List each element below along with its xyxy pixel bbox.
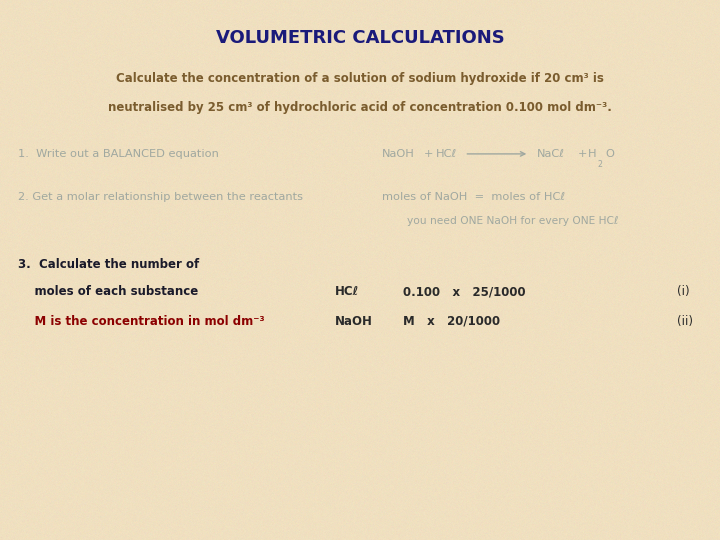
Text: you need ONE NaOH for every ONE HCℓ: you need ONE NaOH for every ONE HCℓ	[407, 217, 618, 226]
Text: (ii): (ii)	[677, 315, 693, 328]
Text: 1.  Write out a BALANCED equation: 1. Write out a BALANCED equation	[18, 149, 219, 159]
Text: NaCℓ: NaCℓ	[536, 149, 564, 159]
Text: NaOH: NaOH	[335, 315, 373, 328]
Text: +: +	[577, 149, 587, 159]
Text: (i): (i)	[677, 285, 690, 298]
Text: HCℓ: HCℓ	[335, 285, 359, 298]
Text: +: +	[423, 149, 433, 159]
Text: M is the concentration in mol dm⁻³: M is the concentration in mol dm⁻³	[18, 315, 265, 328]
Text: 0.100   x   25/1000: 0.100 x 25/1000	[403, 285, 526, 298]
Text: moles of NaOH  =  moles of HCℓ: moles of NaOH = moles of HCℓ	[382, 192, 564, 202]
Text: NaOH: NaOH	[382, 149, 415, 159]
Text: O: O	[606, 149, 614, 159]
Text: Calculate the concentration of a solution of sodium hydroxide if 20 cm³ is: Calculate the concentration of a solutio…	[116, 72, 604, 85]
Text: 2: 2	[598, 160, 603, 169]
Text: H: H	[588, 149, 597, 159]
Text: HCℓ: HCℓ	[436, 149, 457, 159]
Text: 2. Get a molar relationship between the reactants: 2. Get a molar relationship between the …	[18, 192, 303, 202]
Text: 3.  Calculate the number of: 3. Calculate the number of	[18, 258, 199, 271]
Text: neutralised by 25 cm³ of hydrochloric acid of concentration 0.100 mol dm⁻³.: neutralised by 25 cm³ of hydrochloric ac…	[108, 102, 612, 114]
Text: moles of each substance: moles of each substance	[18, 285, 198, 298]
Text: VOLUMETRIC CALCULATIONS: VOLUMETRIC CALCULATIONS	[215, 29, 505, 47]
Text: M   x   20/1000: M x 20/1000	[403, 315, 500, 328]
